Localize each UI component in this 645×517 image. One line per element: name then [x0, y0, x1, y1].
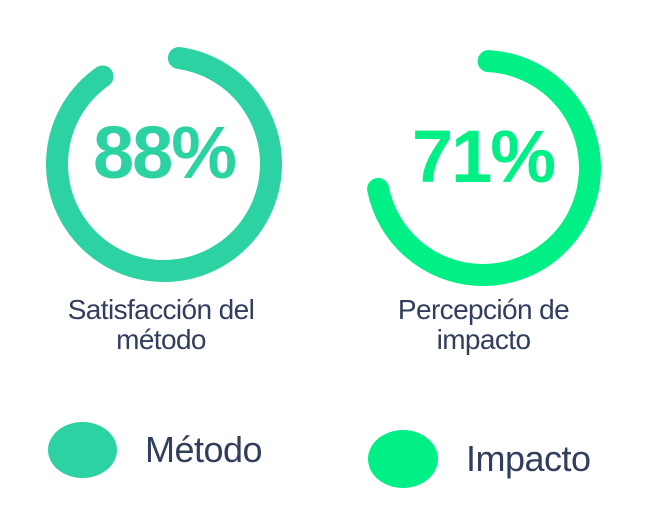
donut-chart-metodo: 88% Satisfacción del método	[0, 0, 322, 380]
caption-line-2: impacto	[436, 324, 531, 355]
legend-item-metodo: Método	[48, 422, 263, 478]
donut-ring-wrap: 88%	[46, 46, 282, 282]
donut-ring-metodo-svg	[46, 46, 282, 282]
donut-arc-metodo	[46, 46, 282, 282]
legend-label-impacto: Impacto	[466, 438, 591, 479]
chart-caption-metodo: Satisfacción del método	[0, 295, 322, 355]
legend-item-impacto: Impacto	[368, 430, 591, 488]
caption-line-1: Satisfacción del	[67, 294, 255, 325]
chart-caption-impacto: Percepción de impacto	[322, 295, 645, 355]
donut-chart-impacto: 71% Percepción de impacto	[322, 0, 645, 380]
donut-arc-impacto	[365, 50, 601, 286]
donut-ring-impacto-svg	[365, 50, 601, 286]
legend-label-metodo: Método	[145, 429, 263, 470]
caption-line-1: Percepción de	[397, 294, 570, 325]
legend-swatch-metodo-icon	[48, 422, 117, 478]
donut-ring-wrap: 71%	[365, 50, 601, 286]
legend-swatch-impacto-icon	[368, 430, 438, 488]
caption-line-2: método	[116, 324, 206, 355]
